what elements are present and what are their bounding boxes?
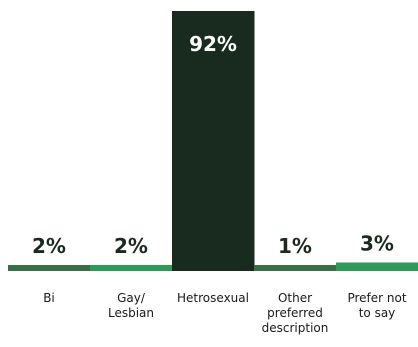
category-label-2: Hetrosexual [177, 291, 249, 305]
bar-3 [254, 265, 337, 271]
value-labels-group: 2% 2% 92% 1% 3% [32, 32, 394, 258]
bar-4 [336, 262, 418, 271]
category-labels-group: Bi Gay/Lesbian Hetrosexual Other preferred de… [43, 291, 407, 335]
category-label-3: Other preferred description [262, 291, 329, 335]
value-label-3: 1% [278, 234, 312, 258]
category-label-1: Gay/Lesbian [108, 291, 154, 320]
value-label-0: 2% [32, 234, 66, 258]
bar-1 [90, 265, 173, 271]
category-label-4: Prefer not to say [347, 291, 406, 320]
value-label-2: 92% [189, 32, 237, 56]
bars-group [8, 11, 418, 271]
category-label-0: Bi [43, 291, 55, 305]
bar-0 [8, 265, 91, 271]
bar-2 [172, 11, 255, 271]
value-label-4: 3% [360, 232, 394, 256]
value-label-1: 2% [114, 234, 148, 258]
